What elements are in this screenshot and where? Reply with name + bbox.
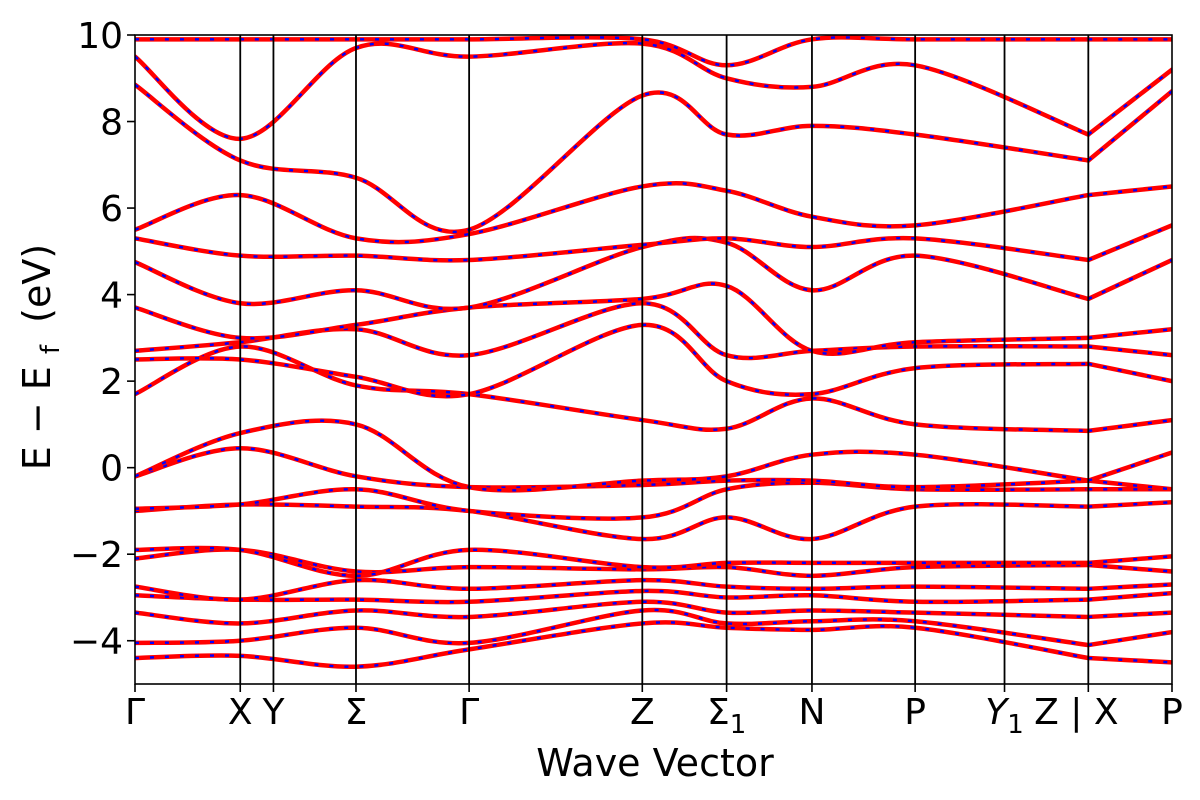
y-tick-label-7: 8 [100, 103, 123, 144]
band-line-12-seg-1 [135, 344, 1091, 434]
band-line-5-seg-2 [1086, 582, 1172, 592]
band-overlay-20-seg-1 [135, 41, 1089, 141]
band-overlay-18-seg-2 [1088, 185, 1172, 197]
x-tick-label-11: Z | X [1034, 692, 1118, 733]
band-line-14-seg-2 [1086, 344, 1172, 358]
band-line-8-seg-1 [135, 501, 1091, 542]
band-overlay-19-seg-1 [135, 83, 1089, 233]
band-overlay-1-seg-2 [1088, 656, 1172, 664]
y-axis-label: E − E f (eV) [15, 244, 68, 470]
y-axis-label-subscript: f [36, 344, 66, 354]
x-ticks: Γ X Y Σ Γ Z Σ1 N P Y1 Z | X P [125, 684, 1183, 740]
x-tick-label-3: Y [261, 692, 285, 733]
band-line-15-seg-2 [1086, 326, 1172, 341]
x-tick-label-4: Σ [345, 692, 368, 733]
band-overlay-11-seg-1 [135, 419, 1089, 492]
band-overlay-3-seg-2 [1088, 611, 1172, 619]
y-tick-label-6: 6 [100, 189, 123, 230]
band-line-15-seg-1 [135, 281, 1091, 356]
band-line-19-seg-2 [1086, 89, 1172, 163]
x-tick-label-8: N [798, 692, 825, 733]
x-tick-label-5: Γ [459, 692, 479, 733]
band-overlay-12-seg-1 [135, 345, 1089, 433]
band-line-1-seg-2 [1086, 655, 1172, 665]
band-line-4-seg-2 [1086, 590, 1172, 602]
band-overlay-7-seg-2 [1088, 555, 1172, 565]
band-line-20-seg-1 [135, 40, 1091, 142]
band-line-7-seg-1 [135, 545, 1091, 579]
band-overlay-10-seg-1 [135, 446, 1089, 489]
band-overlay-5-seg-2 [1088, 583, 1172, 591]
band-line-13-seg-2 [1086, 361, 1172, 384]
band-overlay-8-seg-2 [1088, 501, 1172, 508]
y-tick-label-4: 2 [100, 362, 123, 403]
band-line-6-seg-2 [1086, 562, 1172, 574]
x-tick-label-12: P [1161, 692, 1183, 733]
band-line-2-seg-2 [1086, 629, 1172, 648]
band-overlay-16-seg-2 [1087, 258, 1172, 301]
band-overlay-17-seg-2 [1087, 224, 1172, 262]
band-line-5-seg-1 [135, 577, 1091, 602]
band-line-3-seg-2 [1086, 610, 1172, 620]
plot-frame [134, 34, 1173, 685]
y-tick-label-5: 4 [100, 276, 123, 317]
band-line-12-seg-2 [1086, 417, 1172, 434]
band-overlay-15-seg-2 [1088, 328, 1172, 340]
band-line-19-seg-1 [135, 82, 1091, 234]
band-line-3-seg-1 [135, 599, 1091, 626]
y-axis-label-unit: (eV) [15, 244, 59, 323]
x-tick-label-1: Γ [125, 692, 145, 733]
y-axis-label-main: E − E [15, 366, 59, 470]
band-overlay-12-seg-2 [1088, 418, 1172, 433]
band-overlay-10-seg-2 [1088, 479, 1172, 491]
x-axis-label: Wave Vector [536, 741, 774, 785]
bands-layer [135, 35, 1172, 669]
x-tick-label-2: X [228, 692, 253, 733]
x-tick-label-10: Y1 [985, 692, 1024, 740]
band-line-8-seg-2 [1086, 500, 1172, 509]
y-ticks: −4 −2 0 2 4 6 8 10 [70, 16, 135, 663]
band-line-1-seg-1 [135, 620, 1091, 669]
band-line-20-seg-2 [1086, 67, 1172, 137]
y-tick-label-2: −2 [70, 535, 123, 576]
band-overlay-14-seg-2 [1088, 345, 1172, 357]
band-overlay-4-seg-2 [1088, 591, 1172, 601]
band-line-7-seg-2 [1086, 554, 1172, 566]
band-line-18-seg-1 [135, 180, 1091, 245]
y-tick-label-1: −4 [70, 622, 123, 663]
band-line-18-seg-2 [1086, 184, 1172, 198]
band-overlay-18-seg-1 [135, 182, 1089, 244]
kpoint-lines [239, 35, 1090, 684]
y-tick-label-3: 0 [100, 449, 123, 490]
band-line-11-seg-2 [1086, 450, 1172, 483]
x-tick-label-7: Σ1 [707, 692, 746, 740]
x-tick-label-9: P [904, 692, 926, 733]
band-overlay-6-seg-2 [1088, 563, 1172, 573]
x-tick-label-6: Z [630, 692, 655, 733]
band-overlay-15-seg-1 [135, 282, 1089, 355]
y-tick-label-8: 10 [77, 16, 123, 57]
band-overlay-8-seg-1 [135, 503, 1089, 541]
